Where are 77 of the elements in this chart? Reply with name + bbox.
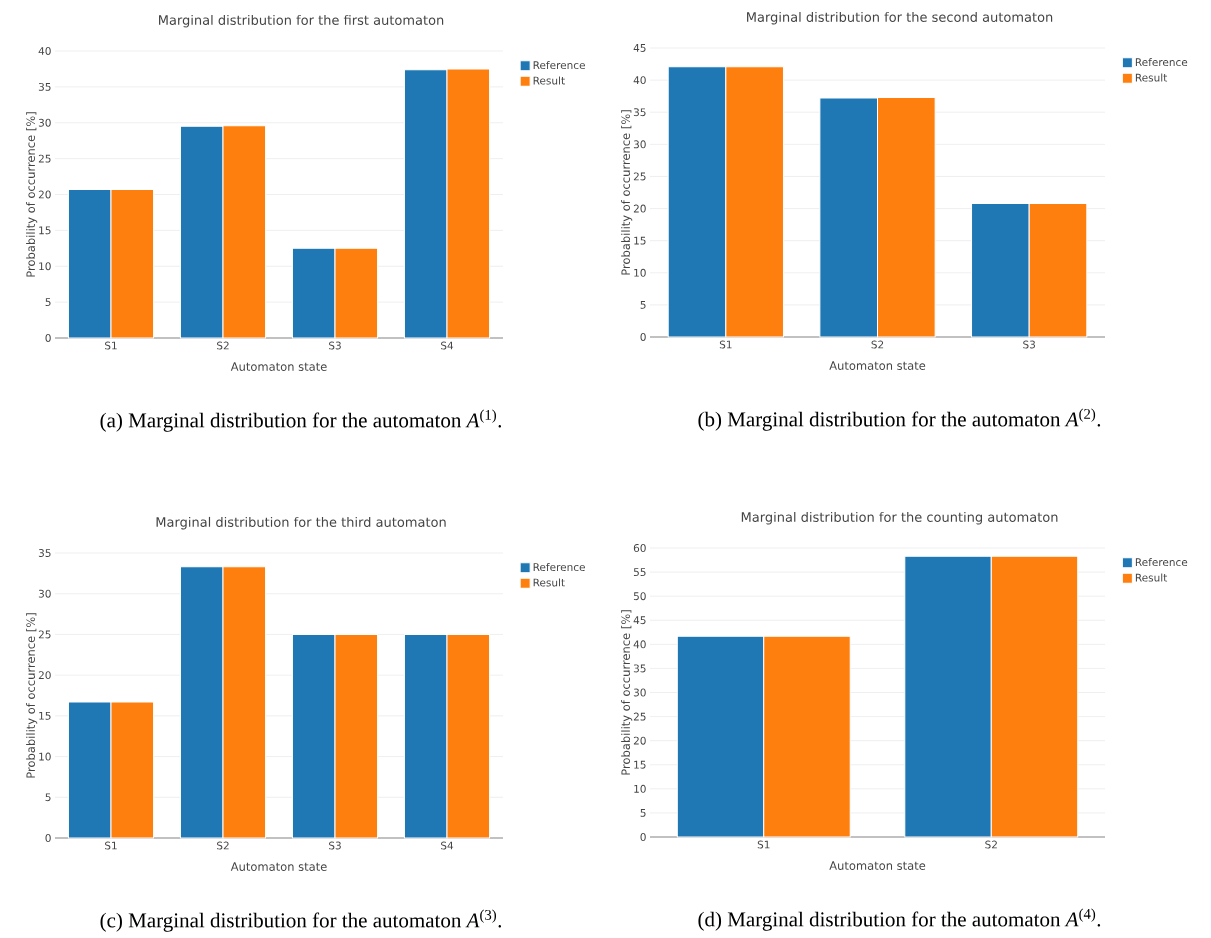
x-tick-label: S4 bbox=[441, 841, 454, 850]
chart-title: Marginal distribution for the first automaton bbox=[159, 14, 444, 28]
x-tick-label: S3 bbox=[329, 841, 341, 850]
chart-title: Marginal distribution for the second automaton bbox=[747, 11, 1053, 25]
legend-label: Reference bbox=[1135, 558, 1188, 567]
y-tick-label: 20 bbox=[633, 736, 646, 745]
y-axis-title: Probability of occurrence [%] bbox=[621, 110, 633, 275]
x-tick-label: S2 bbox=[871, 340, 884, 349]
x-axis-title: Automaton state bbox=[829, 861, 926, 870]
y-tick-label: 50 bbox=[633, 592, 646, 601]
legend-label: Result bbox=[533, 76, 565, 85]
y-tick-label: 40 bbox=[633, 640, 646, 649]
x-tick-label: S3 bbox=[329, 341, 341, 350]
y-tick-label: 15 bbox=[39, 226, 51, 235]
y-tick-label: 25 bbox=[38, 630, 51, 639]
legend-label: Result bbox=[1135, 573, 1168, 582]
y-tick-label: 25 bbox=[633, 712, 646, 721]
x-tick-label: S2 bbox=[217, 341, 229, 350]
y-tick-label: 15 bbox=[634, 760, 646, 769]
y-tick-label: 5 bbox=[640, 809, 646, 817]
x-axis-title: Automaton state bbox=[230, 362, 327, 371]
text: (b) Marginal distribution for the automaton A$^{(2)}$. bbox=[698, 408, 1101, 431]
y-tick-label: 10 bbox=[634, 268, 646, 277]
y-tick-label: 35 bbox=[38, 549, 51, 557]
y-tick-label: 0 bbox=[45, 334, 51, 342]
y-axis-title: Probability of occurrence [%] bbox=[621, 610, 633, 775]
y-tick-label: 30 bbox=[38, 589, 51, 598]
y-tick-label: 10 bbox=[634, 784, 646, 793]
text: (c) Marginal distribution for the automaton A$^{(3)}$. bbox=[100, 909, 502, 932]
legend-label: Reference bbox=[533, 60, 585, 70]
y-tick-label: 20 bbox=[633, 204, 646, 213]
y-tick-label: 10 bbox=[39, 262, 51, 271]
y-tick-label: 35 bbox=[38, 82, 51, 91]
y-tick-label: 35 bbox=[633, 664, 646, 673]
y-tick-label: 40 bbox=[38, 47, 51, 55]
y-tick-label: 45 bbox=[633, 616, 646, 625]
x-tick-label: S1 bbox=[105, 341, 117, 350]
y-tick-label: 30 bbox=[38, 118, 51, 127]
y-tick-label: 5 bbox=[45, 298, 51, 307]
y-tick-label: 25 bbox=[633, 172, 646, 181]
y-tick-label: 35 bbox=[633, 108, 646, 117]
y-axis-title: Probability of occurrence [%] bbox=[26, 112, 38, 277]
x-axis-title: Automaton state bbox=[230, 862, 327, 871]
y-tick-label: 40 bbox=[633, 76, 646, 85]
y-tick-label: 10 bbox=[39, 752, 51, 761]
x-tick-label: S3 bbox=[1023, 340, 1035, 349]
y-tick-label: 55 bbox=[633, 568, 646, 576]
x-tick-label: S1 bbox=[105, 841, 117, 850]
x-tick-label: S1 bbox=[719, 340, 732, 349]
chart-title: Marginal distribution for the counting automaton bbox=[741, 511, 1058, 525]
x-tick-label: S2 bbox=[985, 840, 997, 849]
x-tick-label: S2 bbox=[217, 841, 229, 850]
y-tick-label: 20 bbox=[38, 190, 51, 199]
y-tick-label: 5 bbox=[45, 793, 51, 802]
y-tick-label: 20 bbox=[38, 671, 51, 680]
legend-label: Result bbox=[1135, 73, 1168, 82]
y-tick-label: 45 bbox=[633, 44, 646, 52]
text: (a) Marginal distribution for the automaton A$^{(1)}$. bbox=[100, 409, 502, 432]
y-tick-label: 5 bbox=[640, 301, 646, 309]
x-tick-label: S4 bbox=[441, 341, 454, 350]
y-tick-label: 30 bbox=[633, 140, 646, 149]
y-tick-label: 25 bbox=[38, 154, 51, 163]
y-tick-label: 0 bbox=[640, 833, 646, 841]
legend-label: Reference bbox=[533, 562, 585, 572]
y-tick-label: 30 bbox=[633, 688, 646, 697]
chart-title: Marginal distribution for the third automaton bbox=[156, 516, 446, 530]
text: (d) Marginal distribution for the automaton A$^{(4)}$. bbox=[698, 908, 1101, 931]
legend-label: Result bbox=[533, 578, 565, 587]
y-tick-label: 0 bbox=[45, 834, 51, 842]
legend-label: Reference bbox=[1135, 58, 1188, 67]
x-tick-label: S1 bbox=[757, 840, 770, 849]
y-axis-title: Probability of occurrence [%] bbox=[26, 613, 38, 778]
y-tick-label: 60 bbox=[633, 544, 646, 552]
y-tick-label: 15 bbox=[39, 711, 51, 720]
y-tick-label: 15 bbox=[634, 236, 646, 245]
y-tick-label: 0 bbox=[640, 333, 646, 341]
x-axis-title: Automaton state bbox=[829, 361, 926, 370]
